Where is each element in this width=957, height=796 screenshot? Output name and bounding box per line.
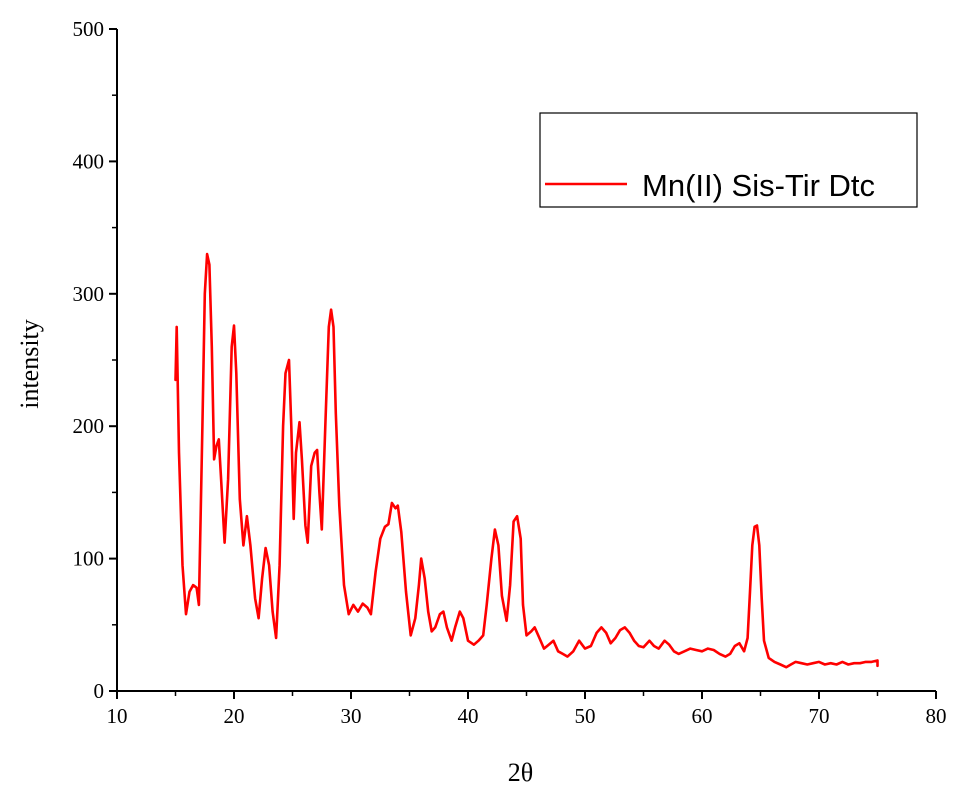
- x-tick-label: 10: [107, 704, 128, 728]
- y-tick-label: 300: [73, 282, 105, 306]
- legend: Mn(II) Sis-Tir Dtc: [539, 112, 918, 208]
- y-tick-label: 0: [94, 679, 105, 703]
- y-axis-ticks: 0 100 200 300 400 500: [73, 17, 117, 703]
- x-tick-label: 30: [341, 704, 362, 728]
- legend-label: Mn(II) Sis-Tir Dtc: [642, 168, 875, 203]
- y-axis-title: intensity: [15, 319, 44, 409]
- series-line-mn-ii-sis-tir-dtc: [174, 252, 879, 669]
- x-tick-label: 50: [575, 704, 596, 728]
- x-tick-label: 40: [458, 704, 479, 728]
- x-tick-label: 70: [809, 704, 830, 728]
- y-tick-label: 500: [73, 17, 105, 41]
- y-tick-label: 100: [73, 547, 105, 571]
- x-axis-ticks: 10 20 30 40 50 60 70 80: [107, 691, 947, 728]
- x-tick-label: 60: [692, 704, 713, 728]
- legend-box: [539, 112, 918, 208]
- y-tick-label: 400: [73, 149, 105, 173]
- x-tick-label: 80: [926, 704, 947, 728]
- x-axis-title: 2θ: [508, 758, 533, 787]
- x-tick-label: 20: [224, 704, 245, 728]
- y-tick-label: 200: [73, 414, 105, 438]
